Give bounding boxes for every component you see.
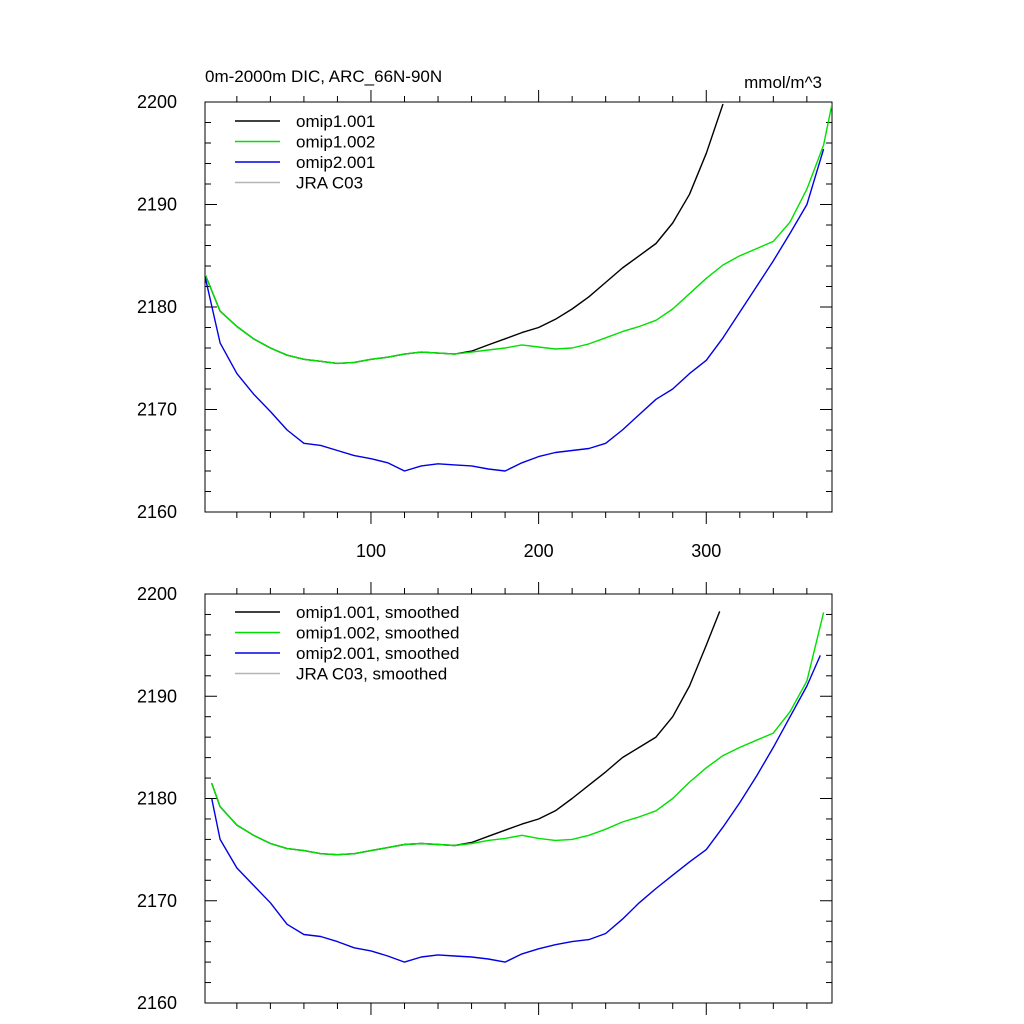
legend-label: JRA C03, smoothed (296, 665, 447, 684)
y-tick-label: 2190 (137, 195, 177, 215)
chart-title: 0m-2000m DIC, ARC_66N-90N (205, 67, 442, 86)
units-label: mmol/m^3 (744, 73, 822, 92)
series-group (211, 611, 825, 963)
legend-label: omip1.001 (296, 112, 375, 131)
panel-bottom: 2160 2170 2180 2190 2200 omip1.001, smoothed o… (137, 582, 833, 1015)
y-tick-label: 2170 (137, 400, 177, 420)
legend-label: omip2.001 (296, 153, 375, 172)
y-tick-label: 2190 (137, 686, 177, 706)
x-tick-label: 100 (356, 541, 386, 561)
y-tick-label: 2160 (137, 993, 177, 1013)
series-line (211, 611, 721, 856)
series-line (205, 103, 832, 365)
x-tick-label: 300 (691, 541, 721, 561)
y-tick-label: 2170 (137, 891, 177, 911)
y-tick-label: 2160 (137, 502, 177, 522)
panel-top: 2160 2170 2180 2190 2200 100 200 300 0m-2000m DI… (137, 67, 833, 561)
series-group (205, 103, 832, 472)
legend-label: omip2.001, smoothed (296, 644, 460, 663)
legend-label: omip1.001, smoothed (296, 603, 460, 622)
legend-label: JRA C03 (296, 174, 363, 193)
y-tick-label: 2180 (137, 789, 177, 809)
series-line (211, 612, 825, 856)
x-tick-label: 200 (524, 541, 554, 561)
y-tick-label: 2200 (137, 584, 177, 604)
y-tick-label: 2200 (137, 92, 177, 112)
legend-label: omip1.002 (296, 133, 375, 152)
series-line (205, 148, 825, 472)
y-tick-label: 2180 (137, 297, 177, 317)
series-line (211, 655, 821, 963)
legend-label: omip1.002, smoothed (296, 624, 460, 643)
